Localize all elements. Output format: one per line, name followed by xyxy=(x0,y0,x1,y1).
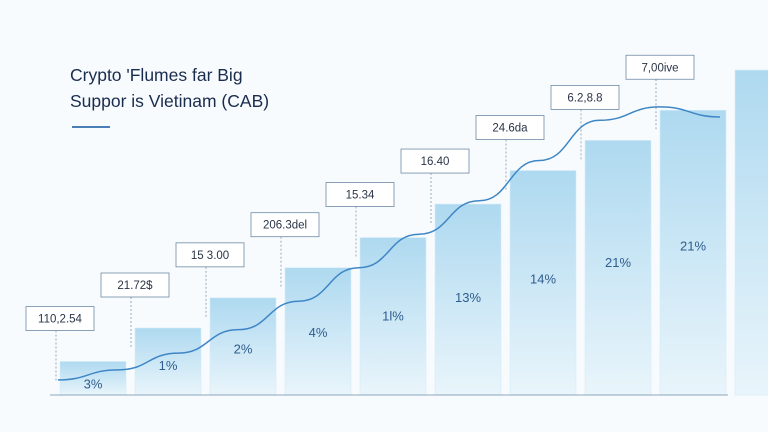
bar-label-9: 21% xyxy=(680,238,706,253)
bar-label-3: 2% xyxy=(234,342,253,357)
bar-2 xyxy=(134,327,202,396)
callout-9: 7,00ive xyxy=(625,54,695,80)
callout-5: 15.34 xyxy=(325,182,395,207)
callout-6: 16.40 xyxy=(400,148,470,174)
callout-text-5: 15.34 xyxy=(346,190,375,202)
callout-box-5 xyxy=(325,182,395,207)
chart-title-line-1: Crypto 'Flumes far Big xyxy=(70,65,243,85)
bar-9 xyxy=(659,109,727,396)
bar-3 xyxy=(209,297,277,396)
callout-text-8: 6.2,8.8 xyxy=(567,92,602,104)
bar-label-8: 21% xyxy=(605,255,631,270)
callout-box-7 xyxy=(475,115,545,140)
callout-2: 21.72$ xyxy=(100,272,170,298)
bar-label-7: 14% xyxy=(530,272,556,287)
bar-label-4: 4% xyxy=(309,325,328,340)
bar-label-2: 1% xyxy=(159,358,178,373)
trend-line xyxy=(57,106,721,381)
chart-title: Crypto 'Flumes far Big Suppor is Vietina… xyxy=(70,62,269,114)
callout-3: 15 3.00 xyxy=(175,242,245,268)
bar-label-5: 1l% xyxy=(382,308,404,323)
callout-8: 6.2,8.8 xyxy=(550,85,620,110)
callout-text-4: 206.3del xyxy=(263,220,307,232)
chart-title-line-2: Suppor is Vietinam (CAB) xyxy=(70,91,270,111)
bar-label-1: 3% xyxy=(84,377,103,392)
bar-5 xyxy=(359,237,427,396)
callout-text-9: 7,00ive xyxy=(641,62,678,74)
callout-box-1 xyxy=(25,306,95,331)
callout-7: 24.6da xyxy=(475,115,545,140)
bar-7 xyxy=(509,170,577,396)
title-underline xyxy=(72,126,110,128)
bar-6 xyxy=(434,203,502,396)
callout-text-6: 16.40 xyxy=(421,156,450,168)
bar-10 xyxy=(734,69,768,396)
callout-box-2 xyxy=(100,272,170,298)
callout-box-6 xyxy=(400,148,470,174)
bar-8 xyxy=(584,140,652,396)
callout-text-3: 15 3.00 xyxy=(191,250,229,262)
callout-1: 110,2.54 xyxy=(25,306,95,331)
callout-text-2: 21.72$ xyxy=(117,280,153,292)
callout-box-4 xyxy=(250,212,320,238)
callout-box-8 xyxy=(550,85,620,110)
callout-4: 206.3del xyxy=(250,212,320,238)
bar-label-6: 13% xyxy=(455,290,481,305)
callout-box-9 xyxy=(625,54,695,80)
bar-4 xyxy=(284,267,352,396)
callout-text-1: 110,2.54 xyxy=(38,314,83,326)
callout-box-3 xyxy=(175,242,245,268)
callout-text-7: 24.6da xyxy=(492,123,528,135)
